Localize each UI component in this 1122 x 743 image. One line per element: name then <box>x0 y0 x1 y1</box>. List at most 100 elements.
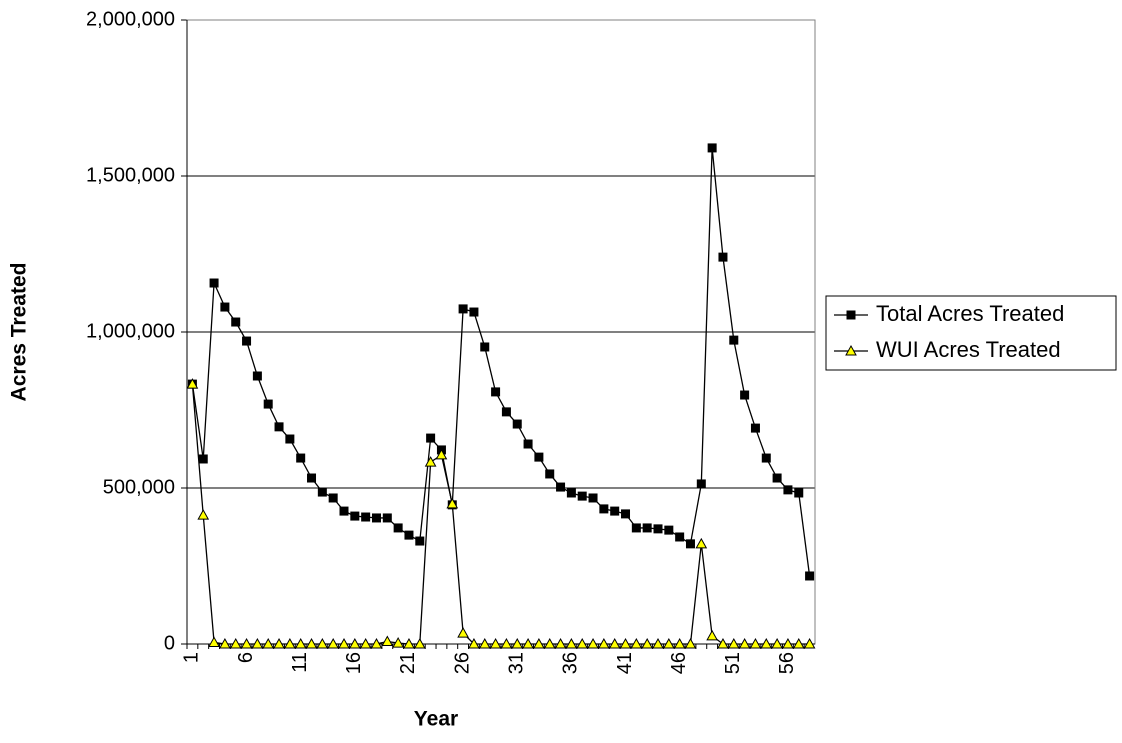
data-point <box>361 512 371 522</box>
data-point <box>209 278 219 288</box>
data-point <box>706 629 718 641</box>
data-point <box>619 637 632 649</box>
y-tick-label: 1,000,000 <box>86 320 175 342</box>
data-point <box>305 637 318 649</box>
data-point <box>370 637 383 649</box>
data-point <box>424 456 437 467</box>
data-point <box>478 637 491 649</box>
x-tick-label: 21 <box>397 652 419 674</box>
data-point <box>621 509 631 519</box>
data-point <box>556 482 566 492</box>
data-point <box>664 525 674 535</box>
x-tick-label: 46 <box>668 652 690 674</box>
data-point <box>273 637 285 649</box>
data-point <box>707 143 717 153</box>
data-point <box>435 448 448 460</box>
data-point <box>480 342 490 352</box>
data-point <box>608 637 621 649</box>
data-point <box>285 434 295 444</box>
data-point <box>296 453 306 463</box>
data-point <box>219 637 231 649</box>
data-point <box>727 637 740 649</box>
x-tick-label: 26 <box>451 652 473 674</box>
data-point <box>393 523 403 533</box>
y-tick-label: 0 <box>164 632 175 654</box>
data-point <box>534 452 544 462</box>
y-tick-label: 500,000 <box>103 476 175 498</box>
data-point <box>740 390 750 400</box>
data-point <box>533 637 545 649</box>
data-point <box>382 513 392 523</box>
data-point <box>738 637 751 649</box>
data-point <box>208 636 220 647</box>
data-point <box>782 637 794 649</box>
data-point <box>642 523 652 533</box>
data-point <box>729 335 739 345</box>
x-tick-label: 36 <box>560 652 582 674</box>
data-point <box>284 637 296 649</box>
data-point <box>695 537 708 549</box>
y-tick-label: 1,500,000 <box>86 164 175 186</box>
data-point <box>522 637 534 649</box>
x-tick-label: 16 <box>343 652 365 674</box>
data-point <box>599 504 609 514</box>
data-point <box>404 530 414 540</box>
legend-label: Total Acres Treated <box>876 301 1064 326</box>
data-point <box>610 506 620 516</box>
data-point <box>274 422 284 432</box>
x-tick-label: 11 <box>289 652 311 673</box>
data-point <box>229 637 242 649</box>
data-point <box>760 637 773 649</box>
data-point <box>328 493 338 503</box>
data-point <box>381 635 394 647</box>
data-point <box>805 571 815 581</box>
data-point <box>392 637 404 648</box>
data-point <box>675 532 685 542</box>
series-line <box>191 147 811 577</box>
data-point <box>359 637 372 649</box>
x-tick-label: 1 <box>181 652 203 663</box>
data-point <box>468 637 480 649</box>
data-point <box>491 387 501 397</box>
data-point <box>653 524 663 534</box>
data-point <box>413 637 426 649</box>
data-point <box>348 637 361 649</box>
data-point <box>696 479 706 489</box>
x-tick-label: 41 <box>614 652 636 674</box>
data-point <box>792 637 805 649</box>
x-tick-label: 31 <box>506 652 528 674</box>
legend-marker <box>845 344 857 356</box>
data-point <box>598 637 610 649</box>
data-point <box>458 304 468 314</box>
data-point <box>327 637 340 649</box>
data-point <box>350 511 360 521</box>
data-point <box>220 302 230 312</box>
data-point <box>803 637 816 649</box>
data-point <box>717 637 729 649</box>
data-point <box>263 399 273 409</box>
x-tick-label: 56 <box>776 652 798 674</box>
legend-marker <box>846 310 856 320</box>
data-point <box>662 637 675 649</box>
data-point <box>630 637 643 649</box>
y-tick-label: 2,000,000 <box>86 8 175 30</box>
data-point <box>252 371 262 381</box>
data-point <box>489 637 502 649</box>
data-point <box>545 469 555 479</box>
data-point <box>565 637 578 649</box>
data-point <box>262 637 275 649</box>
data-point <box>750 423 760 433</box>
data-point <box>631 523 641 533</box>
data-point <box>718 252 728 262</box>
data-point <box>512 419 522 429</box>
data-point <box>242 336 252 346</box>
data-point <box>339 506 349 516</box>
x-tick-label: 51 <box>722 652 744 674</box>
data-point <box>251 637 264 649</box>
data-point <box>771 637 783 649</box>
data-point <box>197 509 210 520</box>
data-point <box>500 637 513 649</box>
data-point <box>457 627 469 638</box>
x-tick-label: 6 <box>235 652 257 663</box>
